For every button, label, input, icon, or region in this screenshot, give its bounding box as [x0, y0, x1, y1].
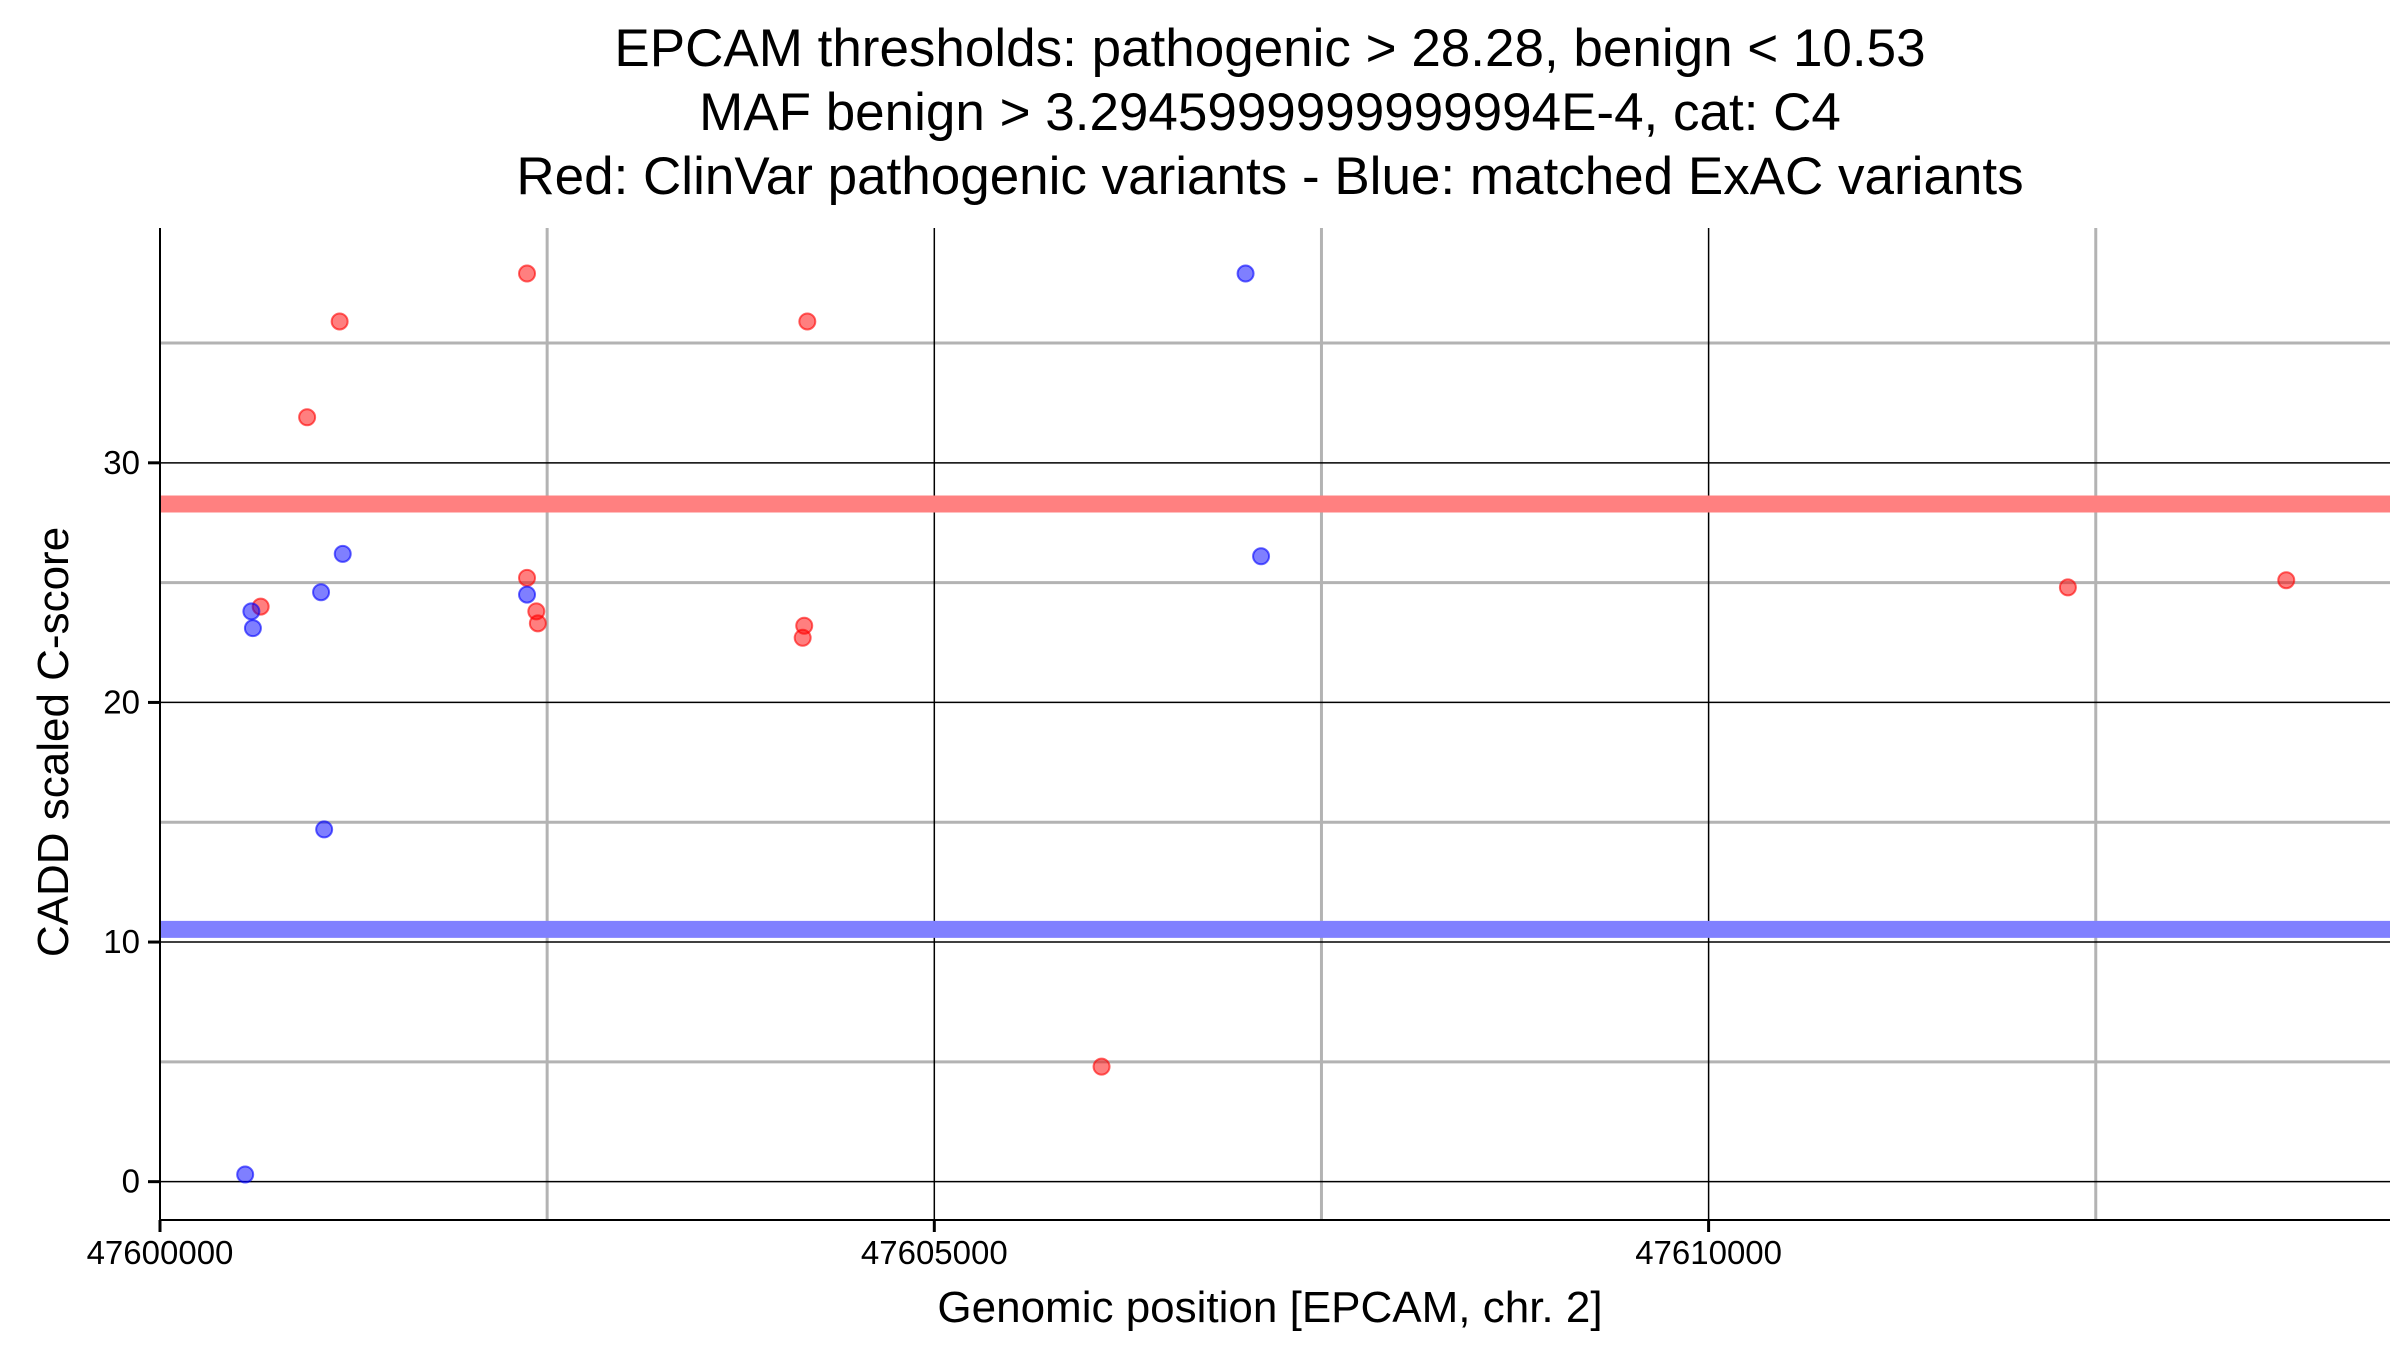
clinvar-pathogenic-point: [793, 628, 812, 647]
chart-title: EPCAM thresholds: pathogenic > 28.28, be…: [516, 19, 2023, 206]
clinvar-pathogenic-point: [528, 614, 547, 633]
clinvar-pathogenic-point: [798, 312, 817, 331]
data-points: [236, 264, 2296, 1184]
clinvar-pathogenic-point: [2058, 578, 2077, 597]
exac-variant-point: [315, 820, 334, 839]
clinvar-pathogenic-point: [2277, 571, 2296, 590]
y-axis-title: CADD scaled C-score: [29, 527, 78, 957]
title-line-2: MAF benign > 3.2945999999999994E-4, cat:…: [699, 83, 1841, 142]
x-tick-label: 47610000: [1635, 1234, 1782, 1271]
exac-variant-point: [1252, 547, 1271, 566]
exac-variant-point: [236, 1165, 255, 1184]
x-tick-label: 47605000: [861, 1234, 1008, 1271]
x-axis-ticks: 47600000 47605000 47610000: [87, 1220, 1782, 1271]
x-tick-label: 47600000: [87, 1234, 234, 1271]
threshold-bands: [160, 495, 2390, 938]
y-axis-ticks: 0 10 20 30: [103, 444, 160, 1200]
y-tick-label: 0: [122, 1163, 140, 1200]
exac-variant-point: [1236, 264, 1255, 283]
x-axis-title: Genomic position [EPCAM, chr. 2]: [937, 1283, 1602, 1332]
axes: [159, 228, 2390, 1221]
exac-variant-point: [333, 544, 352, 563]
clinvar-pathogenic-point: [1092, 1057, 1111, 1076]
title-line-3: Red: ClinVar pathogenic variants - Blue:…: [516, 147, 2023, 206]
y-tick-label: 30: [103, 444, 140, 481]
major-gridlines: [159, 228, 2390, 1220]
title-line-1: EPCAM thresholds: pathogenic > 28.28, be…: [614, 19, 1925, 78]
minor-gridlines: [160, 228, 2390, 1220]
exac-variant-point: [518, 585, 537, 604]
y-tick-label: 10: [103, 923, 140, 960]
clinvar-pathogenic-point: [518, 568, 537, 587]
exac-variant-point: [242, 602, 261, 621]
clinvar-pathogenic-point: [298, 408, 317, 427]
exac-variant-point: [243, 619, 262, 638]
clinvar-pathogenic-point: [330, 312, 349, 331]
y-tick-label: 20: [103, 683, 140, 720]
clinvar-pathogenic-point: [518, 264, 537, 283]
exac-variant-point: [312, 583, 331, 602]
